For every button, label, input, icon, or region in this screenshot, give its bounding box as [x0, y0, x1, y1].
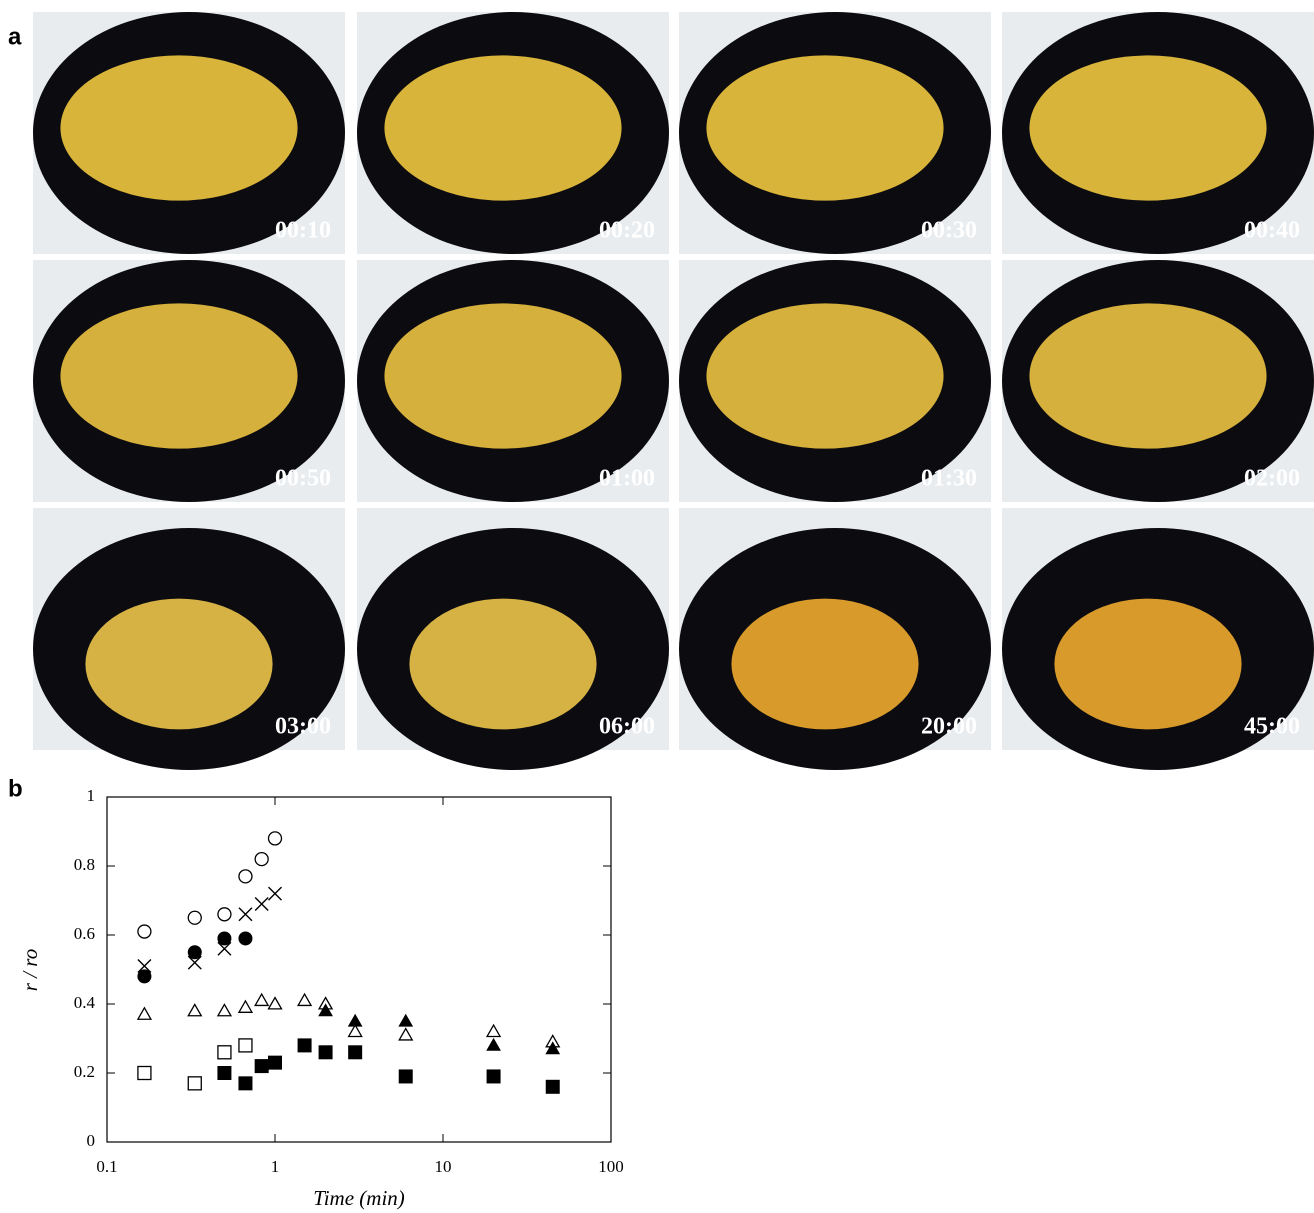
- point: [138, 1067, 151, 1080]
- point: [298, 994, 311, 1005]
- panel-label: a: [8, 23, 22, 50]
- point: [218, 1004, 231, 1015]
- timestamp: 00:50: [275, 466, 331, 492]
- point: [239, 1001, 252, 1012]
- soup: [1054, 599, 1241, 730]
- point: [239, 932, 252, 945]
- point: [399, 1029, 412, 1040]
- soup: [85, 599, 272, 730]
- point: [487, 1025, 500, 1036]
- y-tick-label: 0.8: [74, 855, 95, 874]
- point: [349, 1046, 362, 1059]
- point: [269, 887, 282, 900]
- page: {"panel_a": {"label": "a", "photos": ["0…: [0, 0, 1314, 1213]
- soup: [706, 303, 943, 448]
- photo: 01:00: [357, 260, 669, 502]
- point: [188, 946, 201, 959]
- soup: [384, 303, 621, 448]
- photo: 00:50: [33, 260, 345, 502]
- timestamp: 06:00: [599, 714, 655, 740]
- point: [239, 1077, 252, 1090]
- y-axis-label: r / ro: [18, 949, 42, 991]
- y-tick-label: 0.4: [74, 993, 96, 1012]
- x-tick-label: 100: [598, 1157, 624, 1176]
- point: [188, 1004, 201, 1015]
- point: [269, 998, 282, 1009]
- point: [319, 1046, 332, 1059]
- timestamp: 45:00: [1244, 714, 1300, 740]
- timestamp: 03:00: [275, 714, 331, 740]
- point: [218, 1046, 231, 1059]
- point: [487, 1070, 500, 1083]
- point: [218, 1067, 231, 1080]
- point: [269, 1056, 282, 1069]
- photo: 00:10: [33, 12, 345, 254]
- y-tick-label: 1: [87, 786, 96, 805]
- point: [218, 908, 231, 921]
- point: [255, 1060, 268, 1073]
- timestamp: 00:10: [275, 218, 331, 244]
- plot-frame: [107, 797, 611, 1142]
- point: [349, 1025, 362, 1036]
- soup: [60, 55, 297, 200]
- timestamp: 00:40: [1244, 218, 1300, 244]
- point: [269, 832, 282, 845]
- photo: 01:30: [679, 260, 991, 502]
- point: [188, 1077, 201, 1090]
- photo: 45:00: [1002, 508, 1314, 770]
- point: [255, 897, 268, 910]
- timestamp: 00:30: [921, 218, 977, 244]
- soup: [706, 55, 943, 200]
- figure: a b Time (min) r / ro 00:10 00:20 00:30 00:…: [0, 0, 1314, 1213]
- x-tick-label: 1: [271, 1157, 280, 1176]
- point: [138, 970, 151, 983]
- point: [138, 1008, 151, 1019]
- photo: 00:30: [679, 12, 991, 254]
- photo: 00:20: [357, 12, 669, 254]
- x-tick-label: 10: [435, 1157, 452, 1176]
- soup: [731, 599, 918, 730]
- y-tick-label: 0.2: [74, 1062, 95, 1081]
- soup: [60, 303, 297, 448]
- soup: [1029, 303, 1266, 448]
- point: [255, 853, 268, 866]
- point: [255, 994, 268, 1005]
- point: [218, 932, 231, 945]
- photo: 03:00: [33, 508, 345, 770]
- x-axis-label: Time (min): [313, 1186, 405, 1210]
- point: [239, 870, 252, 883]
- photo: 00:40: [1002, 12, 1314, 254]
- point: [349, 1015, 362, 1026]
- timestamp: 01:00: [599, 466, 655, 492]
- point: [546, 1080, 559, 1093]
- photo: 06:00: [357, 508, 669, 770]
- point: [239, 908, 252, 921]
- soup: [409, 599, 596, 730]
- point: [188, 911, 201, 924]
- y-tick-label: 0: [87, 1131, 96, 1150]
- photo: 20:00: [679, 508, 991, 770]
- point: [399, 1015, 412, 1026]
- point: [138, 925, 151, 938]
- point: [399, 1070, 412, 1083]
- point: [239, 1039, 252, 1052]
- timestamp: 00:20: [599, 218, 655, 244]
- point: [487, 1039, 500, 1050]
- photo: 02:00: [1002, 260, 1314, 502]
- soup: [384, 55, 621, 200]
- x-tick-label: 0.1: [96, 1157, 117, 1176]
- point: [298, 1039, 311, 1052]
- timestamp: 02:00: [1244, 466, 1300, 492]
- soup: [1029, 55, 1266, 200]
- timestamp: 20:00: [921, 714, 977, 740]
- y-tick-label: 0.6: [74, 924, 95, 943]
- timestamp: 01:30: [921, 466, 977, 492]
- panel-label: b: [8, 775, 23, 802]
